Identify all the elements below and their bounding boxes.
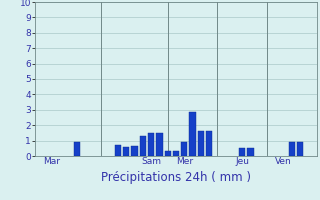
Bar	[173, 151, 179, 156]
Bar	[74, 142, 80, 156]
Bar	[198, 131, 204, 156]
Bar	[164, 151, 171, 156]
Bar	[132, 146, 138, 156]
X-axis label: Précipitations 24h ( mm ): Précipitations 24h ( mm )	[101, 171, 251, 184]
Bar	[148, 133, 154, 156]
Bar	[181, 142, 188, 156]
Bar	[289, 142, 295, 156]
Bar	[189, 112, 196, 156]
Bar	[140, 136, 146, 156]
Bar	[297, 142, 303, 156]
Bar	[247, 148, 254, 156]
Bar	[123, 147, 129, 156]
Bar	[115, 145, 121, 156]
Bar	[156, 133, 163, 156]
Bar	[239, 148, 245, 156]
Bar	[206, 131, 212, 156]
